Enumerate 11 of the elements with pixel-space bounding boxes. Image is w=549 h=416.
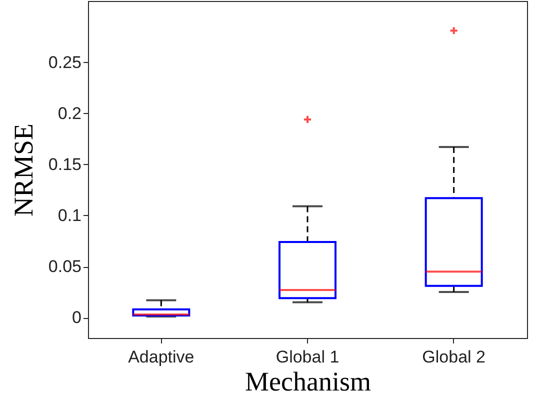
x-tick-label: Adaptive: [128, 348, 194, 366]
y-tick-label: 0.15: [48, 154, 82, 174]
y-tick-label: 0.25: [48, 52, 82, 72]
y-axis-title: NRMSE: [8, 123, 38, 217]
y-tick-label: 0: [72, 308, 82, 328]
x-tick-label: Global 1: [276, 348, 340, 366]
y-tick-label: 0.2: [58, 104, 82, 123]
y-tick-label: 0.05: [48, 257, 82, 276]
x-axis-title: Mechanism: [245, 366, 371, 396]
y-tick-label: 0.1: [58, 206, 82, 225]
x-tick-label: Global 2: [422, 348, 486, 366]
